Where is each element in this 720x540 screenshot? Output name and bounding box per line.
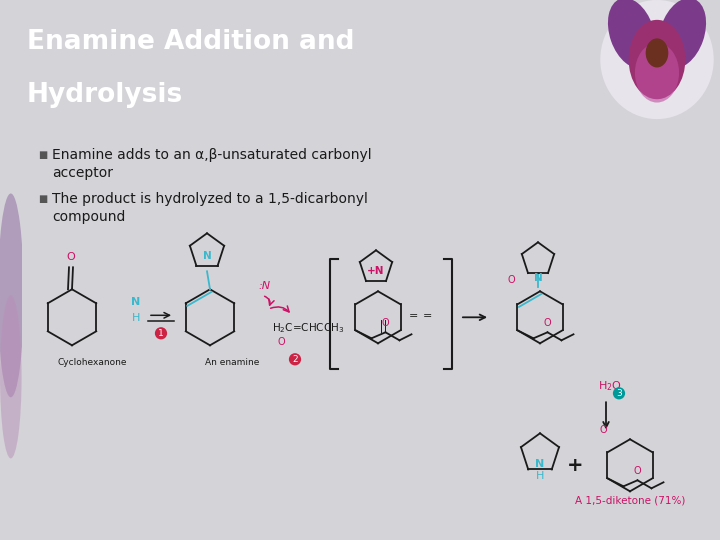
Ellipse shape [646, 38, 668, 68]
Text: O: O [382, 318, 390, 328]
Ellipse shape [608, 0, 656, 68]
Text: N: N [202, 251, 212, 261]
Text: O: O [277, 338, 285, 347]
Text: 1: 1 [158, 329, 164, 338]
Text: 3: 3 [616, 389, 622, 398]
Text: N: N [536, 460, 544, 469]
Ellipse shape [658, 0, 706, 68]
Text: N: N [534, 273, 542, 284]
Ellipse shape [629, 20, 685, 99]
Text: compound: compound [52, 210, 125, 224]
Text: +N: +N [367, 266, 384, 276]
Text: N: N [131, 298, 140, 307]
Text: =: = [408, 311, 418, 321]
Text: H$_2$C=CHCCH$_3$: H$_2$C=CHCCH$_3$ [272, 321, 344, 335]
Text: The product is hydrolyzed to a 1,5-dicarbonyl: The product is hydrolyzed to a 1,5-dicar… [52, 192, 368, 206]
Ellipse shape [600, 0, 714, 119]
Text: :N: :N [258, 281, 270, 291]
Text: O: O [544, 318, 552, 328]
Text: =: = [423, 311, 433, 321]
Text: H: H [132, 313, 140, 323]
Text: Enamine Addition and: Enamine Addition and [27, 29, 354, 55]
Text: Enamine adds to an α,β-unsaturated carbonyl: Enamine adds to an α,β-unsaturated carbo… [52, 148, 372, 163]
Text: O: O [600, 426, 608, 435]
Text: O: O [67, 252, 76, 262]
Text: +: + [567, 456, 583, 475]
Text: ■: ■ [38, 194, 48, 204]
Text: H$_2$O: H$_2$O [598, 379, 622, 393]
Ellipse shape [635, 43, 679, 103]
Text: An enamine: An enamine [205, 359, 259, 367]
Text: A 1,5-diketone (71%): A 1,5-diketone (71%) [575, 495, 685, 505]
Text: O: O [508, 275, 516, 285]
Text: 2: 2 [292, 355, 298, 364]
Ellipse shape [0, 193, 24, 397]
Text: H: H [536, 471, 544, 481]
Text: O: O [634, 467, 642, 476]
Text: Cyclohexanone: Cyclohexanone [57, 359, 127, 367]
Text: acceptor: acceptor [52, 166, 113, 180]
Ellipse shape [0, 295, 22, 458]
Text: ■: ■ [38, 150, 48, 160]
Text: Hydrolysis: Hydrolysis [27, 82, 183, 108]
